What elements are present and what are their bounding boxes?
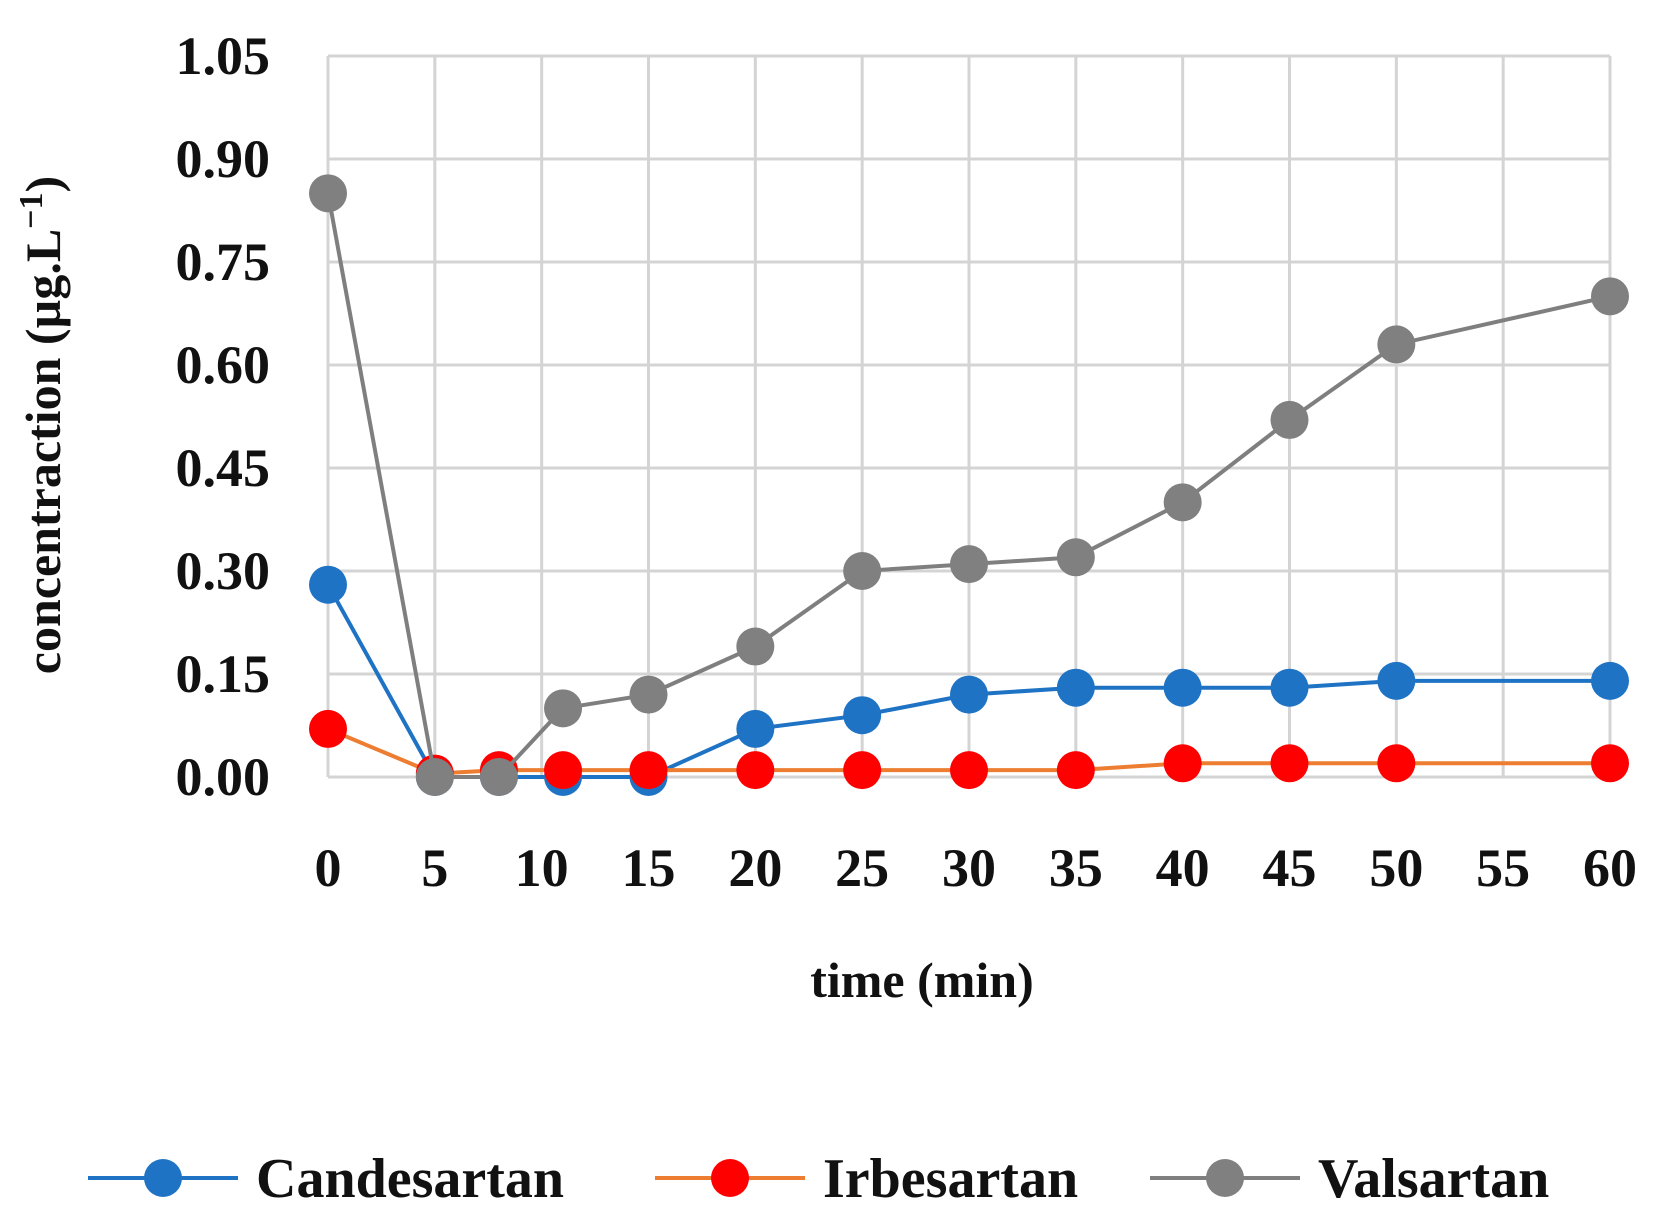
y-axis-ticks: 0.00 0.15 0.30 0.45 0.60 0.75 0.90 1.05 <box>176 26 271 807</box>
data-point-irbesartan <box>950 751 988 790</box>
data-point-irbesartan <box>1056 751 1095 790</box>
data-point-candesartan <box>843 696 882 735</box>
x-tick-label: 0 <box>315 838 342 898</box>
data-point-valsartan <box>736 627 775 666</box>
y-tick-label: 0.75 <box>176 232 271 292</box>
data-point-candesartan <box>1377 661 1416 700</box>
legend-item-valsartan: Valsartan <box>1150 1148 1549 1210</box>
data-point-valsartan <box>843 552 882 590</box>
y-axis-label-close: ) <box>15 176 71 193</box>
x-tick-label: 15 <box>622 838 676 898</box>
data-point-candesartan <box>309 565 347 604</box>
data-point-valsartan <box>1591 277 1629 316</box>
data-point-valsartan <box>309 174 347 213</box>
data-point-irbesartan <box>1591 744 1629 783</box>
data-point-irbesartan <box>1377 744 1416 783</box>
data-point-valsartan <box>1270 400 1309 439</box>
y-tick-label: 1.05 <box>176 26 271 86</box>
data-point-valsartan <box>1377 325 1416 364</box>
x-tick-label: 60 <box>1583 838 1637 898</box>
x-tick-label: 45 <box>1263 838 1317 898</box>
data-point-valsartan <box>1163 483 1202 522</box>
data-point-valsartan <box>1056 538 1095 577</box>
data-point-irbesartan <box>1270 744 1309 783</box>
data-point-valsartan <box>544 689 583 728</box>
y-axis-label: concentraction (µg.L−1) <box>13 176 71 674</box>
x-tick-label: 20 <box>728 838 782 898</box>
y-axis-label-superscript: −1 <box>13 192 50 228</box>
data-point-irbesartan <box>843 751 882 790</box>
legend-label-irbesartan: Irbesartan <box>823 1148 1078 1210</box>
data-point-candesartan <box>1270 668 1309 707</box>
x-tick-label: 30 <box>942 838 996 898</box>
data-point-candesartan <box>950 675 988 714</box>
legend-item-candesartan: Candesartan <box>88 1148 564 1210</box>
legend-label-valsartan: Valsartan <box>1318 1148 1549 1210</box>
data-point-valsartan <box>415 758 454 796</box>
x-axis-ticks: 0 5 10 15 20 25 30 35 40 45 50 55 60 <box>315 838 1638 898</box>
legend-item-irbesartan: Irbesartan <box>655 1148 1078 1210</box>
data-point-candesartan <box>1591 661 1629 700</box>
y-tick-label: 0.00 <box>176 747 271 807</box>
series-layer <box>309 174 1629 796</box>
legend-marker-valsartan <box>1206 1159 1244 1197</box>
data-point-valsartan <box>479 758 518 796</box>
x-tick-label: 35 <box>1049 838 1103 898</box>
legend-marker-candesartan <box>144 1159 182 1197</box>
data-point-candesartan <box>1163 668 1202 707</box>
data-point-irbesartan <box>544 751 583 790</box>
data-point-irbesartan <box>736 751 775 790</box>
data-point-irbesartan <box>629 751 668 790</box>
y-tick-label: 0.15 <box>176 644 271 704</box>
data-point-candesartan <box>736 709 775 748</box>
x-tick-label: 55 <box>1476 838 1530 898</box>
legend-marker-irbesartan <box>711 1159 749 1197</box>
data-point-valsartan <box>629 675 668 714</box>
data-point-irbesartan <box>1163 744 1202 783</box>
x-tick-label: 50 <box>1369 838 1423 898</box>
x-tick-label: 25 <box>835 838 889 898</box>
x-tick-label: 10 <box>515 838 569 898</box>
y-axis-label-main: concentraction (µg.L <box>15 229 71 674</box>
x-tick-label: 40 <box>1156 838 1210 898</box>
legend: Candesartan Irbesartan Valsartan <box>88 1148 1549 1210</box>
chart-grid <box>326 54 1612 779</box>
y-tick-label: 0.45 <box>176 438 271 498</box>
data-point-candesartan <box>1056 668 1095 707</box>
x-tick-label: 5 <box>421 838 448 898</box>
y-tick-label: 0.30 <box>176 541 271 601</box>
y-tick-label: 0.90 <box>176 129 271 189</box>
series-valsartan <box>309 174 1629 796</box>
data-point-irbesartan <box>309 709 347 748</box>
x-axis-label: time (min) <box>810 952 1034 1008</box>
data-point-valsartan <box>950 545 988 584</box>
legend-label-candesartan: Candesartan <box>256 1148 564 1210</box>
y-tick-label: 0.60 <box>176 335 271 395</box>
